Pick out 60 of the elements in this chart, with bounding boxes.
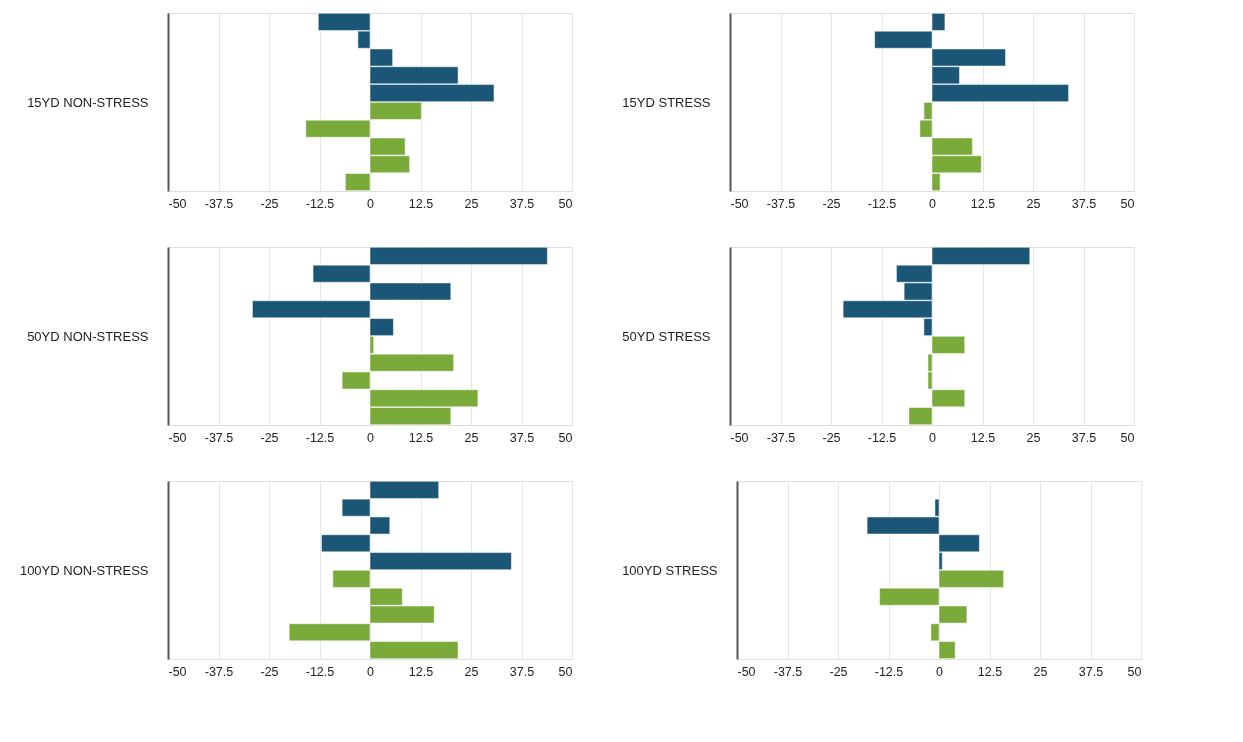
x-tick-label: -50 [168, 196, 187, 211]
x-tick-label: -37.5 [766, 196, 796, 211]
x-tick-label: -25 [260, 196, 279, 211]
x-tick-label: 37.5 [1071, 196, 1097, 211]
y-axis-title: 100YD NON-STRESS [19, 562, 149, 578]
y-axis-title: 15YD STRESS [622, 94, 711, 110]
x-tick-label: -37.5 [204, 430, 234, 445]
x-tick-label: 12.5 [970, 430, 996, 445]
x-tick-label: -50 [730, 196, 749, 211]
x-tick-label: 50 [1120, 430, 1135, 445]
x-tick-label: -50 [730, 430, 749, 445]
x-tick-label: 0 [367, 430, 375, 445]
x-tick-label: 25 [1033, 664, 1048, 679]
x-tick-label: -12.5 [305, 430, 335, 445]
x-tick-label: 37.5 [1071, 430, 1097, 445]
x-tick-label: -12.5 [867, 430, 897, 445]
x-tick-label: 0 [367, 664, 375, 679]
x-tick-label: 37.5 [1078, 664, 1104, 679]
x-tick-label: 37.5 [509, 430, 535, 445]
y-axis-title: 50YD NON-STRESS [27, 328, 149, 344]
y-axis-title: 50YD STRESS [622, 328, 711, 344]
x-tick-label: -25 [260, 664, 279, 679]
x-tick-label: -25 [822, 196, 841, 211]
x-tick-label: 12.5 [408, 196, 434, 211]
x-tick-label: 25 [1026, 196, 1041, 211]
x-tick-label: 12.5 [970, 196, 996, 211]
x-tick-label: -37.5 [766, 430, 796, 445]
x-tick-label: 50 [558, 196, 573, 211]
x-tick-label: 0 [936, 664, 944, 679]
x-tick-label: -25 [822, 430, 841, 445]
x-tick-label: 25 [464, 430, 479, 445]
x-tick-label: -12.5 [305, 664, 335, 679]
x-tick-label: 50 [1127, 664, 1142, 679]
y-axis-title: 100YD STRESS [622, 562, 718, 578]
x-tick-label: -37.5 [204, 664, 234, 679]
x-tick-label: 25 [464, 196, 479, 211]
x-tick-label: -37.5 [204, 196, 234, 211]
x-tick-label: 37.5 [509, 664, 535, 679]
x-tick-label: -12.5 [874, 664, 904, 679]
y-axis-title: 15YD NON-STRESS [27, 94, 149, 110]
x-tick-label: 25 [464, 664, 479, 679]
x-tick-label: -12.5 [867, 196, 897, 211]
x-tick-label: -25 [829, 664, 848, 679]
x-tick-label: -12.5 [305, 196, 335, 211]
x-tick-label: 25 [1026, 430, 1041, 445]
x-tick-label: -25 [260, 430, 279, 445]
x-tick-label: 50 [558, 430, 573, 445]
x-tick-label: 50 [558, 664, 573, 679]
x-tick-label: -50 [168, 664, 187, 679]
x-tick-label: 0 [367, 196, 375, 211]
x-tick-label: -50 [168, 430, 187, 445]
x-tick-label: 0 [929, 196, 937, 211]
x-tick-label: 37.5 [509, 196, 535, 211]
x-tick-label: 12.5 [977, 664, 1003, 679]
x-tick-label: 12.5 [408, 430, 434, 445]
x-tick-label: 12.5 [408, 664, 434, 679]
x-tick-label: -37.5 [773, 664, 803, 679]
x-tick-label: 50 [1120, 196, 1135, 211]
x-tick-label: -50 [737, 664, 756, 679]
x-tick-label: 0 [929, 430, 937, 445]
